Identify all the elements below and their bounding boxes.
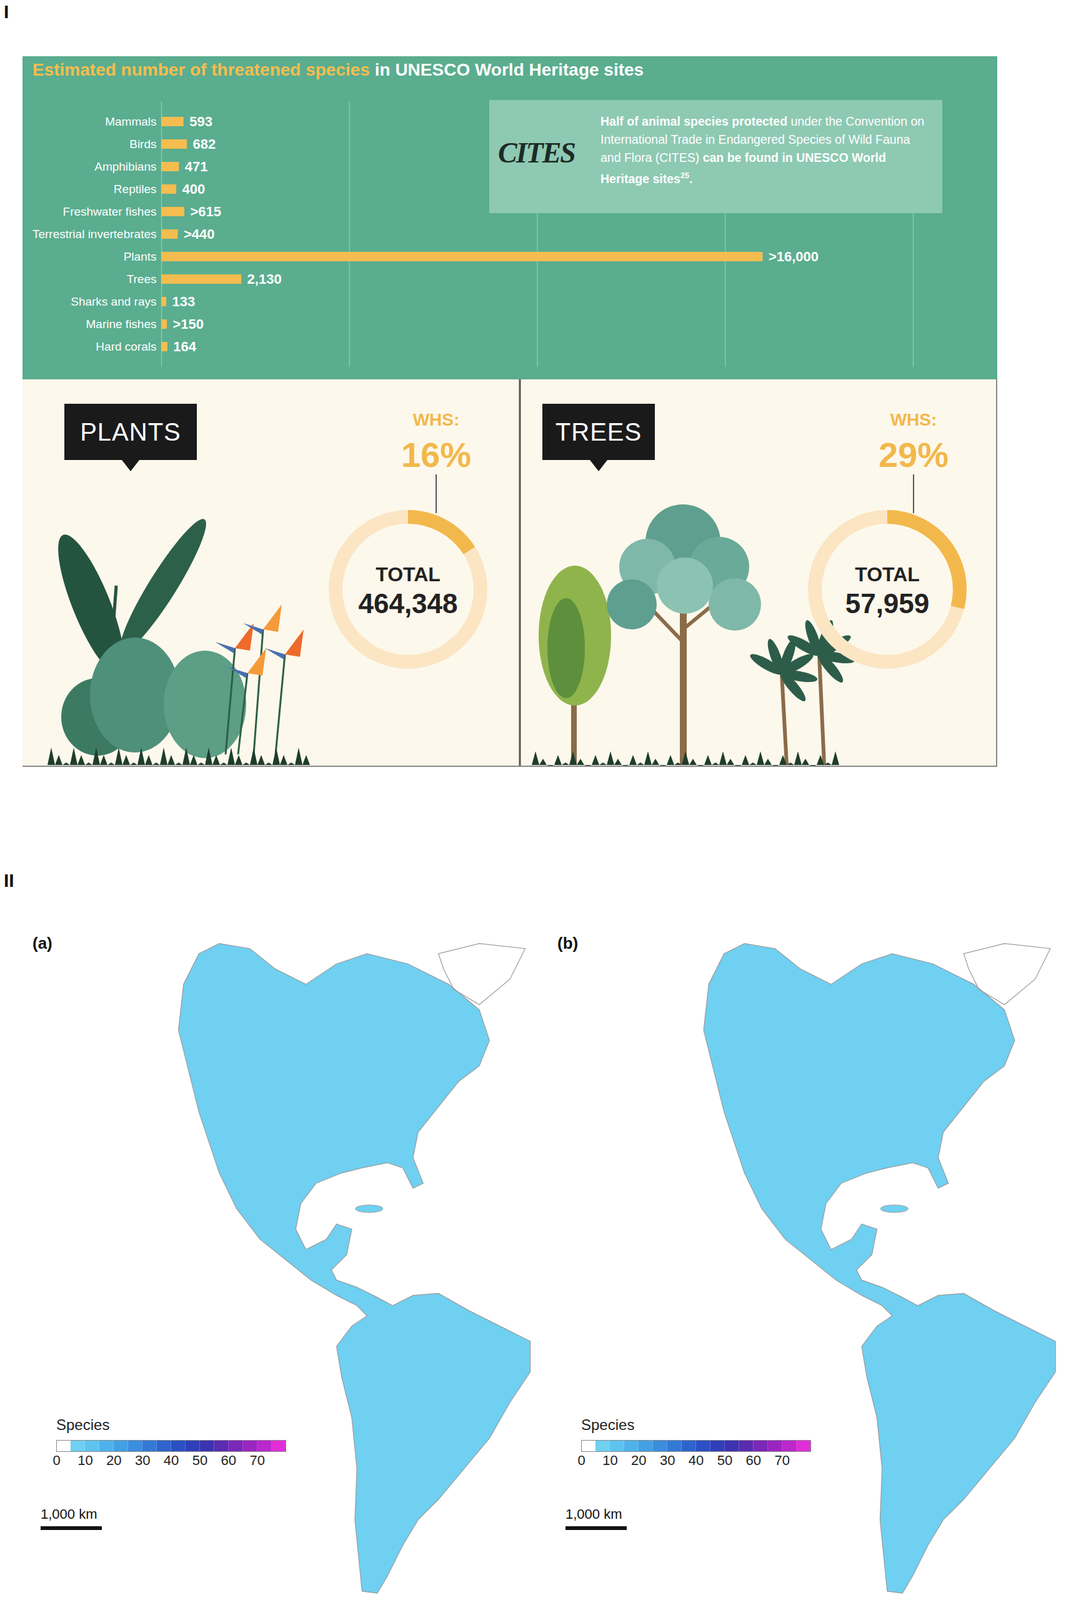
svg-text:464,348: 464,348 xyxy=(358,587,458,619)
svg-text:Plants: Plants xyxy=(123,249,157,264)
svg-text:WHS:: WHS: xyxy=(890,409,938,430)
html-text:(a): (a) xyxy=(32,933,53,953)
html-text:1,000 km: 1,000 km xyxy=(40,1505,98,1522)
html-text:Half of animal species protect: Half of animal species protected under t… xyxy=(600,114,925,186)
svg-text:164: 164 xyxy=(173,338,197,355)
svg-text:>150: >150 xyxy=(173,316,205,332)
svg-text:133: 133 xyxy=(171,293,195,310)
html-text:II: II xyxy=(3,869,15,891)
html-text:I: I xyxy=(3,1,9,22)
svg-text:Hard corals: Hard corals xyxy=(95,339,157,354)
svg-text:10: 10 xyxy=(77,1452,93,1468)
svg-text:Trees: Trees xyxy=(126,272,157,286)
svg-text:16%: 16% xyxy=(401,434,472,475)
svg-text:20: 20 xyxy=(631,1452,647,1468)
svg-text:0: 0 xyxy=(52,1452,60,1468)
svg-text:Reptiles: Reptiles xyxy=(113,182,157,196)
svg-text:30: 30 xyxy=(134,1452,150,1468)
svg-text:60: 60 xyxy=(221,1452,237,1468)
svg-text:400: 400 xyxy=(182,181,206,197)
svg-text:TOTAL: TOTAL xyxy=(375,562,441,586)
svg-text:TREES: TREES xyxy=(555,418,642,446)
html-text:Estimated number of threatened: Estimated number of threatened species i… xyxy=(32,59,644,80)
svg-text:TOTAL: TOTAL xyxy=(854,562,920,586)
svg-text:29%: 29% xyxy=(878,434,949,475)
svg-text:Sharks and rays: Sharks and rays xyxy=(70,294,157,309)
html-text:1,000 km: 1,000 km xyxy=(565,1505,623,1522)
svg-text:>440: >440 xyxy=(183,226,215,242)
svg-text:0: 0 xyxy=(577,1452,585,1468)
svg-text:60: 60 xyxy=(746,1452,762,1468)
svg-text:40: 40 xyxy=(163,1452,179,1468)
svg-text:50: 50 xyxy=(717,1452,733,1468)
svg-text:70: 70 xyxy=(774,1452,790,1468)
svg-text:57,959: 57,959 xyxy=(845,587,930,619)
svg-text:Marine fishes: Marine fishes xyxy=(86,317,157,331)
svg-text:682: 682 xyxy=(193,136,217,152)
html-text:(b): (b) xyxy=(557,933,579,953)
svg-text:Birds: Birds xyxy=(129,137,157,151)
svg-text:471: 471 xyxy=(184,158,209,175)
svg-text:Freshwater fishes: Freshwater fishes xyxy=(63,204,157,219)
svg-text:10: 10 xyxy=(602,1452,618,1468)
svg-text:30: 30 xyxy=(659,1452,675,1468)
html-text:Species: Species xyxy=(581,1415,635,1433)
svg-text:20: 20 xyxy=(106,1452,122,1468)
svg-text:50: 50 xyxy=(192,1452,208,1468)
svg-text:Terrestrial invertebrates: Terrestrial invertebrates xyxy=(32,227,157,241)
svg-text:40: 40 xyxy=(688,1452,704,1468)
svg-text:WHS:: WHS: xyxy=(413,409,460,430)
svg-text:PLANTS: PLANTS xyxy=(79,418,182,446)
html-text:CITES: CITES xyxy=(498,136,575,169)
svg-text:Amphibians: Amphibians xyxy=(94,159,157,174)
svg-text:2,130: 2,130 xyxy=(247,271,282,287)
svg-text:>16,000: >16,000 xyxy=(768,248,819,265)
svg-text:>615: >615 xyxy=(189,203,222,220)
svg-text:70: 70 xyxy=(249,1452,265,1468)
html-text:Species: Species xyxy=(56,1415,110,1433)
svg-text:593: 593 xyxy=(189,113,213,130)
svg-text:Mammals: Mammals xyxy=(104,114,157,129)
